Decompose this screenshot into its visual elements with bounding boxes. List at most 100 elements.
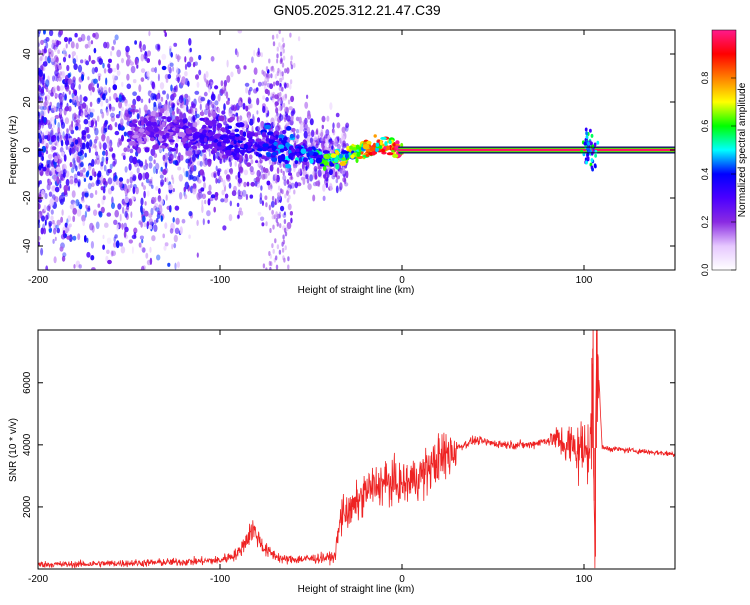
spectrogram-cell xyxy=(128,163,132,171)
spectrogram-cell xyxy=(255,176,260,183)
spectrogram-cell xyxy=(169,62,174,67)
spectrogram-cell xyxy=(126,178,130,184)
spectrogram-cell xyxy=(156,119,160,127)
spectrogram-cell xyxy=(282,55,286,61)
spectrogram-cell xyxy=(67,224,71,232)
spectrogram-cell xyxy=(162,233,165,239)
spectrogram-cell xyxy=(52,220,55,225)
snr-y-tick-label: 2000 xyxy=(22,495,33,518)
spectrogram-cell xyxy=(255,160,259,164)
spectrogram-x-tick-label: -200 xyxy=(28,275,48,286)
spectrogram-cell xyxy=(245,105,249,112)
spectrogram-cell xyxy=(160,166,163,172)
spectrogram-cell xyxy=(45,37,50,42)
spectrogram-cell xyxy=(151,117,156,123)
spectrogram-cell xyxy=(134,58,138,66)
spectrogram-cell xyxy=(254,142,258,148)
spectrogram-cell xyxy=(119,139,122,146)
spectrogram-cell xyxy=(46,167,50,173)
spectrogram-cell xyxy=(160,96,164,102)
spectrogram-disturbance xyxy=(589,128,592,133)
spectrogram-cell xyxy=(150,110,157,117)
spectrogram-cell xyxy=(245,86,249,94)
spectrogram-cell xyxy=(222,140,229,144)
spectrogram-cell xyxy=(141,182,144,187)
spectrogram-cell xyxy=(175,53,178,60)
spectrogram-cell xyxy=(200,187,205,192)
spectrogram-cell xyxy=(51,39,55,44)
spectrogram-cell xyxy=(295,148,300,153)
spectrogram-cell xyxy=(140,53,144,62)
spectrogram-cell xyxy=(293,62,296,68)
spectrogram-cell xyxy=(265,221,268,227)
spectrogram-x-tick-label: 0 xyxy=(399,275,405,286)
colorbar-tick-label: 0.4 xyxy=(700,168,710,181)
spectrogram-cell xyxy=(312,194,316,202)
spectrogram-cell xyxy=(204,137,208,143)
spectrogram-cell xyxy=(302,119,307,125)
spectrogram-cell xyxy=(246,111,251,119)
spectrogram-cell xyxy=(309,118,314,126)
spectrogram-cell xyxy=(187,95,191,103)
spectrogram-cell xyxy=(71,148,76,154)
spectrogram-cell xyxy=(64,117,70,125)
spectrogram-cell xyxy=(45,265,49,270)
spectrogram-cell xyxy=(172,188,175,193)
spectrogram-cell xyxy=(98,141,101,148)
spectrogram-cell xyxy=(297,36,301,42)
spectrogram-cell xyxy=(229,116,235,122)
spectrogram-cell xyxy=(175,143,179,148)
spectrogram-cell xyxy=(141,239,144,244)
spectrogram-cell xyxy=(248,154,253,160)
spectrogram-cell xyxy=(274,238,277,244)
spectrogram-cell xyxy=(199,103,202,111)
spectrogram-cell xyxy=(123,230,127,238)
spectrogram-cell xyxy=(166,93,170,100)
spectrogram-cell xyxy=(280,139,287,144)
spectrogram-cell xyxy=(64,82,68,88)
spectrogram-cell xyxy=(150,207,154,216)
spectrogram-cell xyxy=(63,184,69,192)
spectrogram-cell xyxy=(81,214,86,222)
spectrogram-cell xyxy=(148,178,153,184)
spectrogram-cell xyxy=(163,103,168,111)
spectrogram-cell xyxy=(192,134,199,140)
spectrogram-cell xyxy=(96,179,101,185)
spectrogram-cell xyxy=(56,227,60,234)
spectrogram-cell xyxy=(140,98,144,104)
spectrogram-cell xyxy=(334,141,339,147)
spectrogram-cell xyxy=(138,172,143,181)
spectrogram-cell xyxy=(107,63,111,69)
spectrogram-cell xyxy=(207,190,212,195)
spectrogram-cell xyxy=(303,131,308,139)
spectrogram-cell xyxy=(188,38,192,46)
spectrogram-cell xyxy=(41,132,45,140)
spectrogram-cell xyxy=(103,68,107,74)
spectrogram-cell xyxy=(106,212,112,217)
spectrogram-cell xyxy=(80,161,84,168)
spectrogram-cell xyxy=(38,132,41,139)
spectrogram-cell xyxy=(289,133,295,139)
spectrogram-cell xyxy=(143,222,147,228)
spectrogram-cell xyxy=(102,142,107,151)
spectrogram-cell xyxy=(120,246,126,254)
spectrogram-cell xyxy=(282,170,285,176)
spectrogram-cell xyxy=(64,93,67,101)
spectrogram-cell xyxy=(83,118,89,125)
spectrogram-cell xyxy=(84,210,87,218)
spectrogram-cell xyxy=(42,61,48,67)
spectrogram-cell xyxy=(105,77,108,86)
spectrogram-cell xyxy=(145,121,153,127)
spectrogram-disturbance xyxy=(590,158,594,163)
spectrogram-cell xyxy=(63,36,69,43)
spectrogram-cell xyxy=(85,204,88,209)
spectrogram-cell xyxy=(93,126,97,131)
spectrogram-cell xyxy=(150,199,154,204)
spectrogram-cell xyxy=(41,145,46,153)
spectrogram-cell xyxy=(331,128,335,134)
spectrogram-cell xyxy=(83,188,88,193)
spectrogram-cell xyxy=(270,200,275,208)
spectrogram-disturbance xyxy=(585,134,589,139)
spectrogram-cell xyxy=(74,89,78,97)
spectrogram-cell xyxy=(314,168,318,176)
